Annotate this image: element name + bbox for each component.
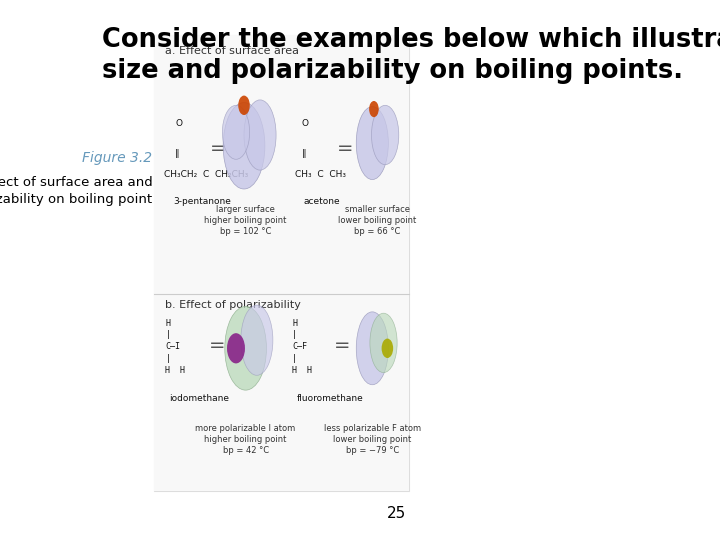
Text: =: = [209,336,225,355]
Ellipse shape [222,105,250,159]
Circle shape [369,101,379,117]
Text: more polarizable I atom
higher boiling point
bp = 42 °C: more polarizable I atom higher boiling p… [196,424,296,455]
Text: smaller surface
lower boiling point
bp = 66 °C: smaller surface lower boiling point bp =… [338,205,416,237]
Text: =: = [210,139,227,158]
Text: O: O [302,119,309,128]
Text: ‖: ‖ [302,148,306,158]
Circle shape [238,96,250,115]
Text: 25: 25 [387,506,406,521]
Text: O: O [175,119,182,128]
Bar [154,35,409,294]
Text: less polarizable F atom
lower boiling point
bp = −79 °C: less polarizable F atom lower boiling po… [324,424,421,455]
Bar [154,294,409,491]
Circle shape [382,339,393,358]
Text: ‖: ‖ [175,148,179,158]
Text: a. Effect of surface area: a. Effect of surface area [166,46,300,56]
Text: b. Effect of polarizability: b. Effect of polarizability [166,300,301,310]
Ellipse shape [223,103,265,189]
Ellipse shape [370,313,397,373]
Text: fluoromethane: fluoromethane [297,394,364,403]
Text: CH₃CH₂  C  CH₂CH₃: CH₃CH₂ C CH₂CH₃ [164,170,248,179]
Text: larger surface
higher boiling point
bp = 102 °C: larger surface higher boiling point bp =… [204,205,287,237]
Ellipse shape [244,100,276,170]
Ellipse shape [356,312,388,384]
Ellipse shape [240,305,273,375]
Bar [154,35,409,491]
Ellipse shape [225,307,266,390]
Ellipse shape [372,105,399,165]
Text: acetone: acetone [303,197,340,206]
Text: H
|
C—I
|
H  H: H | C—I | H H [166,319,186,375]
Text: Effect of surface area and
polarizability on boiling point: Effect of surface area and polarizabilit… [0,176,153,206]
Ellipse shape [356,107,388,179]
Text: 3-pentanone: 3-pentanone [174,197,231,206]
Text: CH₃  C  CH₃: CH₃ C CH₃ [295,170,346,179]
Circle shape [227,333,245,363]
Text: Consider the examples below which illustrate the effect of
size and polarizabili: Consider the examples below which illust… [102,27,720,84]
Text: H
|
C—F
|
H  H: H | C—F | H H [292,319,312,375]
Text: =: = [337,139,354,158]
Text: Figure 3.2: Figure 3.2 [83,151,153,165]
Text: iodomethane: iodomethane [168,394,229,403]
Text: =: = [333,336,350,355]
